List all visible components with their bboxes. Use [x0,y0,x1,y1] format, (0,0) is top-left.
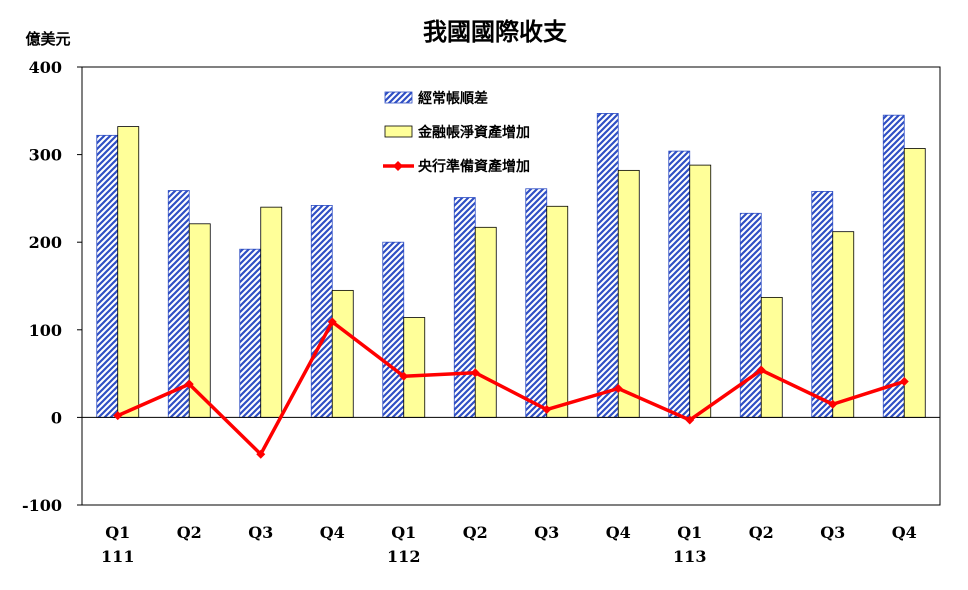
bar-financial-account-11 [832,231,855,418]
point-reserve-assets-7 [542,405,552,415]
x-tick-label: Q4 [606,523,631,542]
bar-current-account-7 [525,188,548,418]
legend-marker-reserve-assets [393,161,403,171]
bar-current-account-11 [811,190,834,418]
point-reserve-assets-2 [184,379,194,389]
line-series [113,317,909,459]
bar-current-account-12 [882,114,905,418]
bar-current-account-1 [96,134,119,418]
x-tick-label: Q4 [320,523,345,542]
y-tick-label: 200 [29,233,62,252]
legend: 經常帳順差 金融帳淨資產增加 央行準備資產增加 [383,90,530,175]
bar-current-account-8 [596,113,619,418]
y-tick-label: 400 [29,58,62,77]
x-tick-label: Q2 [749,523,774,542]
x-tick-label: Q1 [391,523,416,542]
y-tick-label: 0 [51,408,62,427]
bar-current-account-4 [310,205,333,418]
x-year-label: 113 [673,547,706,566]
x-axis: Q1 111 Q2 Q3 Q4 Q1 112 Q2 Q3 Q4 Q1 113 Q2 Q3 Q4 [101,523,917,566]
x-tick-label: Q1 [677,523,702,542]
x-tick-label: Q1 [105,523,130,542]
y-tick-label: 100 [29,321,62,340]
y-tick-label: 300 [29,146,62,165]
point-reserve-assets-1 [113,411,123,421]
x-tick-label: Q3 [534,523,559,542]
bar-current-account-3 [239,248,262,418]
point-reserve-assets-5 [399,371,409,381]
point-reserve-assets-10 [756,365,766,375]
bar-financial-account-7 [546,205,569,418]
bar-financial-account-6 [474,226,497,418]
point-reserve-assets-8 [613,383,623,393]
bar-current-account-6 [453,197,476,418]
bar-current-account-9 [668,150,691,418]
x-tick-label: Q3 [248,523,273,542]
x-tick-label: Q3 [820,523,845,542]
legend-label-reserve-assets: 央行準備資產增加 [418,158,530,175]
legend-label-current-account: 經常帳順差 [418,90,488,107]
chart-title: 我國國際收支 [423,17,568,46]
legend-label-financial-account: 金融帳淨資產增加 [417,124,530,141]
legend-swatch-current-account [384,91,413,104]
point-reserve-assets-4 [327,317,337,327]
point-reserve-assets-12 [899,376,909,386]
x-tick-label: Q4 [892,523,917,542]
bar-financial-account-5 [403,317,426,418]
line-reserve-assets [117,320,905,456]
point-reserve-assets-3 [256,449,266,459]
y-tick-label: -100 [22,496,62,515]
x-tick-label: Q2 [463,523,488,542]
bar-financial-account-3 [260,206,283,418]
legend-swatch-financial-account [384,125,413,138]
bar-current-account-5 [382,241,405,418]
bar-series [96,113,926,418]
bar-financial-account-1 [117,126,140,418]
x-tick-label: Q2 [177,523,202,542]
bar-financial-account-12 [903,148,926,418]
plot-area [81,66,941,506]
y-axis-unit-label: 億美元 [25,30,70,48]
bar-financial-account-4 [331,289,354,418]
bar-financial-account-9 [689,164,712,418]
bar-financial-account-8 [617,169,640,418]
y-axis: 400 300 200 100 0 -100 [22,58,82,515]
x-year-label: 112 [387,547,420,566]
x-year-label: 111 [101,547,134,566]
point-reserve-assets-9 [685,415,695,425]
point-reserve-assets-6 [470,368,480,378]
point-reserve-assets-11 [828,399,838,409]
bar-current-account-10 [739,212,762,418]
bar-financial-account-10 [760,296,783,418]
